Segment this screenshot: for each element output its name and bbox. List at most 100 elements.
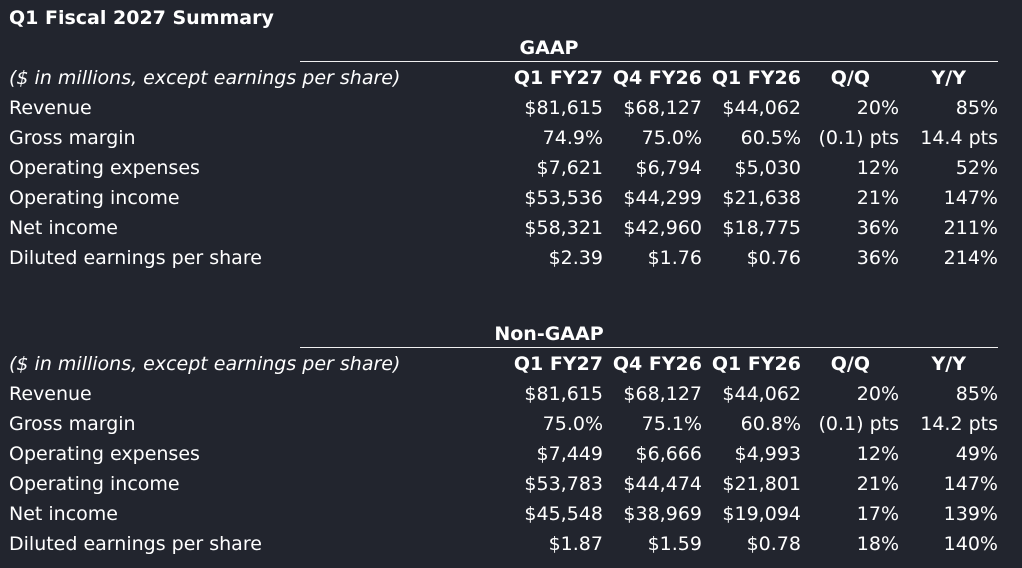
cell-value: 211% (943, 217, 998, 239)
table-row: Net income $45,548 $38,969 $19,094 17% 1… (0, 499, 1022, 529)
cell-value: 139% (943, 503, 998, 525)
cell-value: $58,321 (524, 217, 603, 239)
table-row: Gross margin 74.9% 75.0% 60.5% (0.1) pts… (0, 123, 1022, 153)
table-row: Gross margin 75.0% 75.1% 60.8% (0.1) pts… (0, 409, 1022, 439)
table-row: Diluted earnings per share $2.39 $1.76 $… (0, 243, 1022, 273)
cell-value: $6,794 (635, 157, 702, 179)
section-header: Non-GAAP (494, 323, 604, 345)
cell-value: 147% (943, 187, 998, 209)
cell-value: 147% (943, 473, 998, 495)
section-divider (300, 347, 998, 348)
row-label: Net income (9, 217, 118, 239)
cell-value: 75.0% (641, 127, 702, 149)
row-label: Operating income (9, 187, 180, 209)
cell-value: $1.76 (647, 247, 702, 269)
cell-value: 36% (856, 247, 899, 269)
column-header: Q1 FY27 (513, 67, 603, 89)
row-label: Operating expenses (9, 157, 200, 179)
cell-value: $5,030 (734, 157, 801, 179)
cell-value: 52% (955, 157, 998, 179)
cell-value: $18,775 (722, 217, 801, 239)
cell-value: $44,062 (722, 383, 801, 405)
cell-value: $0.78 (746, 533, 801, 555)
table-row: Operating income $53,783 $44,474 $21,801… (0, 469, 1022, 499)
cell-value: $2.39 (548, 247, 603, 269)
cell-value: $53,783 (524, 473, 603, 495)
column-header: Q/Q (830, 353, 870, 375)
column-header: Q1 FY27 (513, 353, 603, 375)
cell-value: (0.1) pts (818, 127, 900, 149)
row-label: Gross margin (9, 413, 136, 435)
row-label: Revenue (9, 97, 92, 119)
cell-value: $21,638 (722, 187, 801, 209)
cell-value: 18% (856, 533, 899, 555)
units-note: ($ in millions, except earnings per shar… (9, 67, 401, 89)
cell-value: (0.1) pts (818, 413, 900, 435)
cell-value: 12% (856, 157, 899, 179)
cell-value: $68,127 (623, 383, 702, 405)
cell-value: 74.9% (542, 127, 603, 149)
table-row: Revenue $81,615 $68,127 $44,062 20% 85% (0, 379, 1022, 409)
cell-value: $1.59 (647, 533, 702, 555)
column-header: Q1 FY26 (711, 67, 801, 89)
row-label: Diluted earnings per share (9, 247, 262, 269)
row-label: Net income (9, 503, 118, 525)
cell-value: 14.2 pts (920, 413, 998, 435)
cell-value: 60.8% (740, 413, 801, 435)
table-row: Net income $58,321 $42,960 $18,775 36% 2… (0, 213, 1022, 243)
column-header: Q1 FY26 (711, 353, 801, 375)
table-row: Operating income $53,536 $44,299 $21,638… (0, 183, 1022, 213)
cell-value: 140% (943, 533, 998, 555)
cell-value: $7,621 (536, 157, 603, 179)
cell-value: $44,062 (722, 97, 801, 119)
cell-value: 75.0% (542, 413, 603, 435)
cell-value: $68,127 (623, 97, 702, 119)
row-label: Revenue (9, 383, 92, 405)
cell-value: 12% (856, 443, 899, 465)
row-label: Diluted earnings per share (9, 533, 262, 555)
cell-value: 20% (856, 383, 899, 405)
column-header: Q4 FY26 (612, 353, 702, 375)
table-row: Operating expenses $7,449 $6,666 $4,993 … (0, 439, 1022, 469)
cell-value: $1.87 (548, 533, 603, 555)
section-header: GAAP (519, 37, 579, 59)
column-header: Y/Y (931, 67, 966, 89)
cell-value: $21,801 (722, 473, 801, 495)
cell-value: 21% (856, 473, 899, 495)
column-header: Y/Y (931, 353, 966, 375)
cell-value: $38,969 (623, 503, 702, 525)
section-divider (300, 61, 998, 62)
cell-value: $6,666 (635, 443, 702, 465)
cell-value: 49% (955, 443, 998, 465)
cell-value: 60.5% (740, 127, 801, 149)
row-label: Operating expenses (9, 443, 200, 465)
cell-value: 17% (856, 503, 899, 525)
table-row: Diluted earnings per share $1.87 $1.59 $… (0, 529, 1022, 559)
cell-value: 14.4 pts (920, 127, 998, 149)
cell-value: $0.76 (746, 247, 801, 269)
cell-value: 85% (955, 97, 998, 119)
cell-value: 85% (955, 383, 998, 405)
cell-value: $44,474 (623, 473, 702, 495)
cell-value: $19,094 (722, 503, 801, 525)
cell-value: $7,449 (536, 443, 603, 465)
cell-value: $44,299 (623, 187, 702, 209)
table-row: Operating expenses $7,621 $6,794 $5,030 … (0, 153, 1022, 183)
table-row: Revenue $81,615 $68,127 $44,062 20% 85% (0, 93, 1022, 123)
cell-value: $4,993 (734, 443, 801, 465)
column-header-row: ($ in millions, except earnings per shar… (0, 349, 1022, 379)
units-note: ($ in millions, except earnings per shar… (9, 353, 401, 375)
column-header: Q/Q (830, 67, 870, 89)
row-label: Operating income (9, 473, 180, 495)
cell-value: 214% (943, 247, 998, 269)
cell-value: 75.1% (641, 413, 702, 435)
column-header: Q4 FY26 (612, 67, 702, 89)
column-header-row: ($ in millions, except earnings per shar… (0, 63, 1022, 93)
cell-value: 36% (856, 217, 899, 239)
cell-value: $45,548 (524, 503, 603, 525)
row-label: Gross margin (9, 127, 136, 149)
cell-value: $53,536 (524, 187, 603, 209)
cell-value: $81,615 (524, 97, 603, 119)
cell-value: $81,615 (524, 383, 603, 405)
